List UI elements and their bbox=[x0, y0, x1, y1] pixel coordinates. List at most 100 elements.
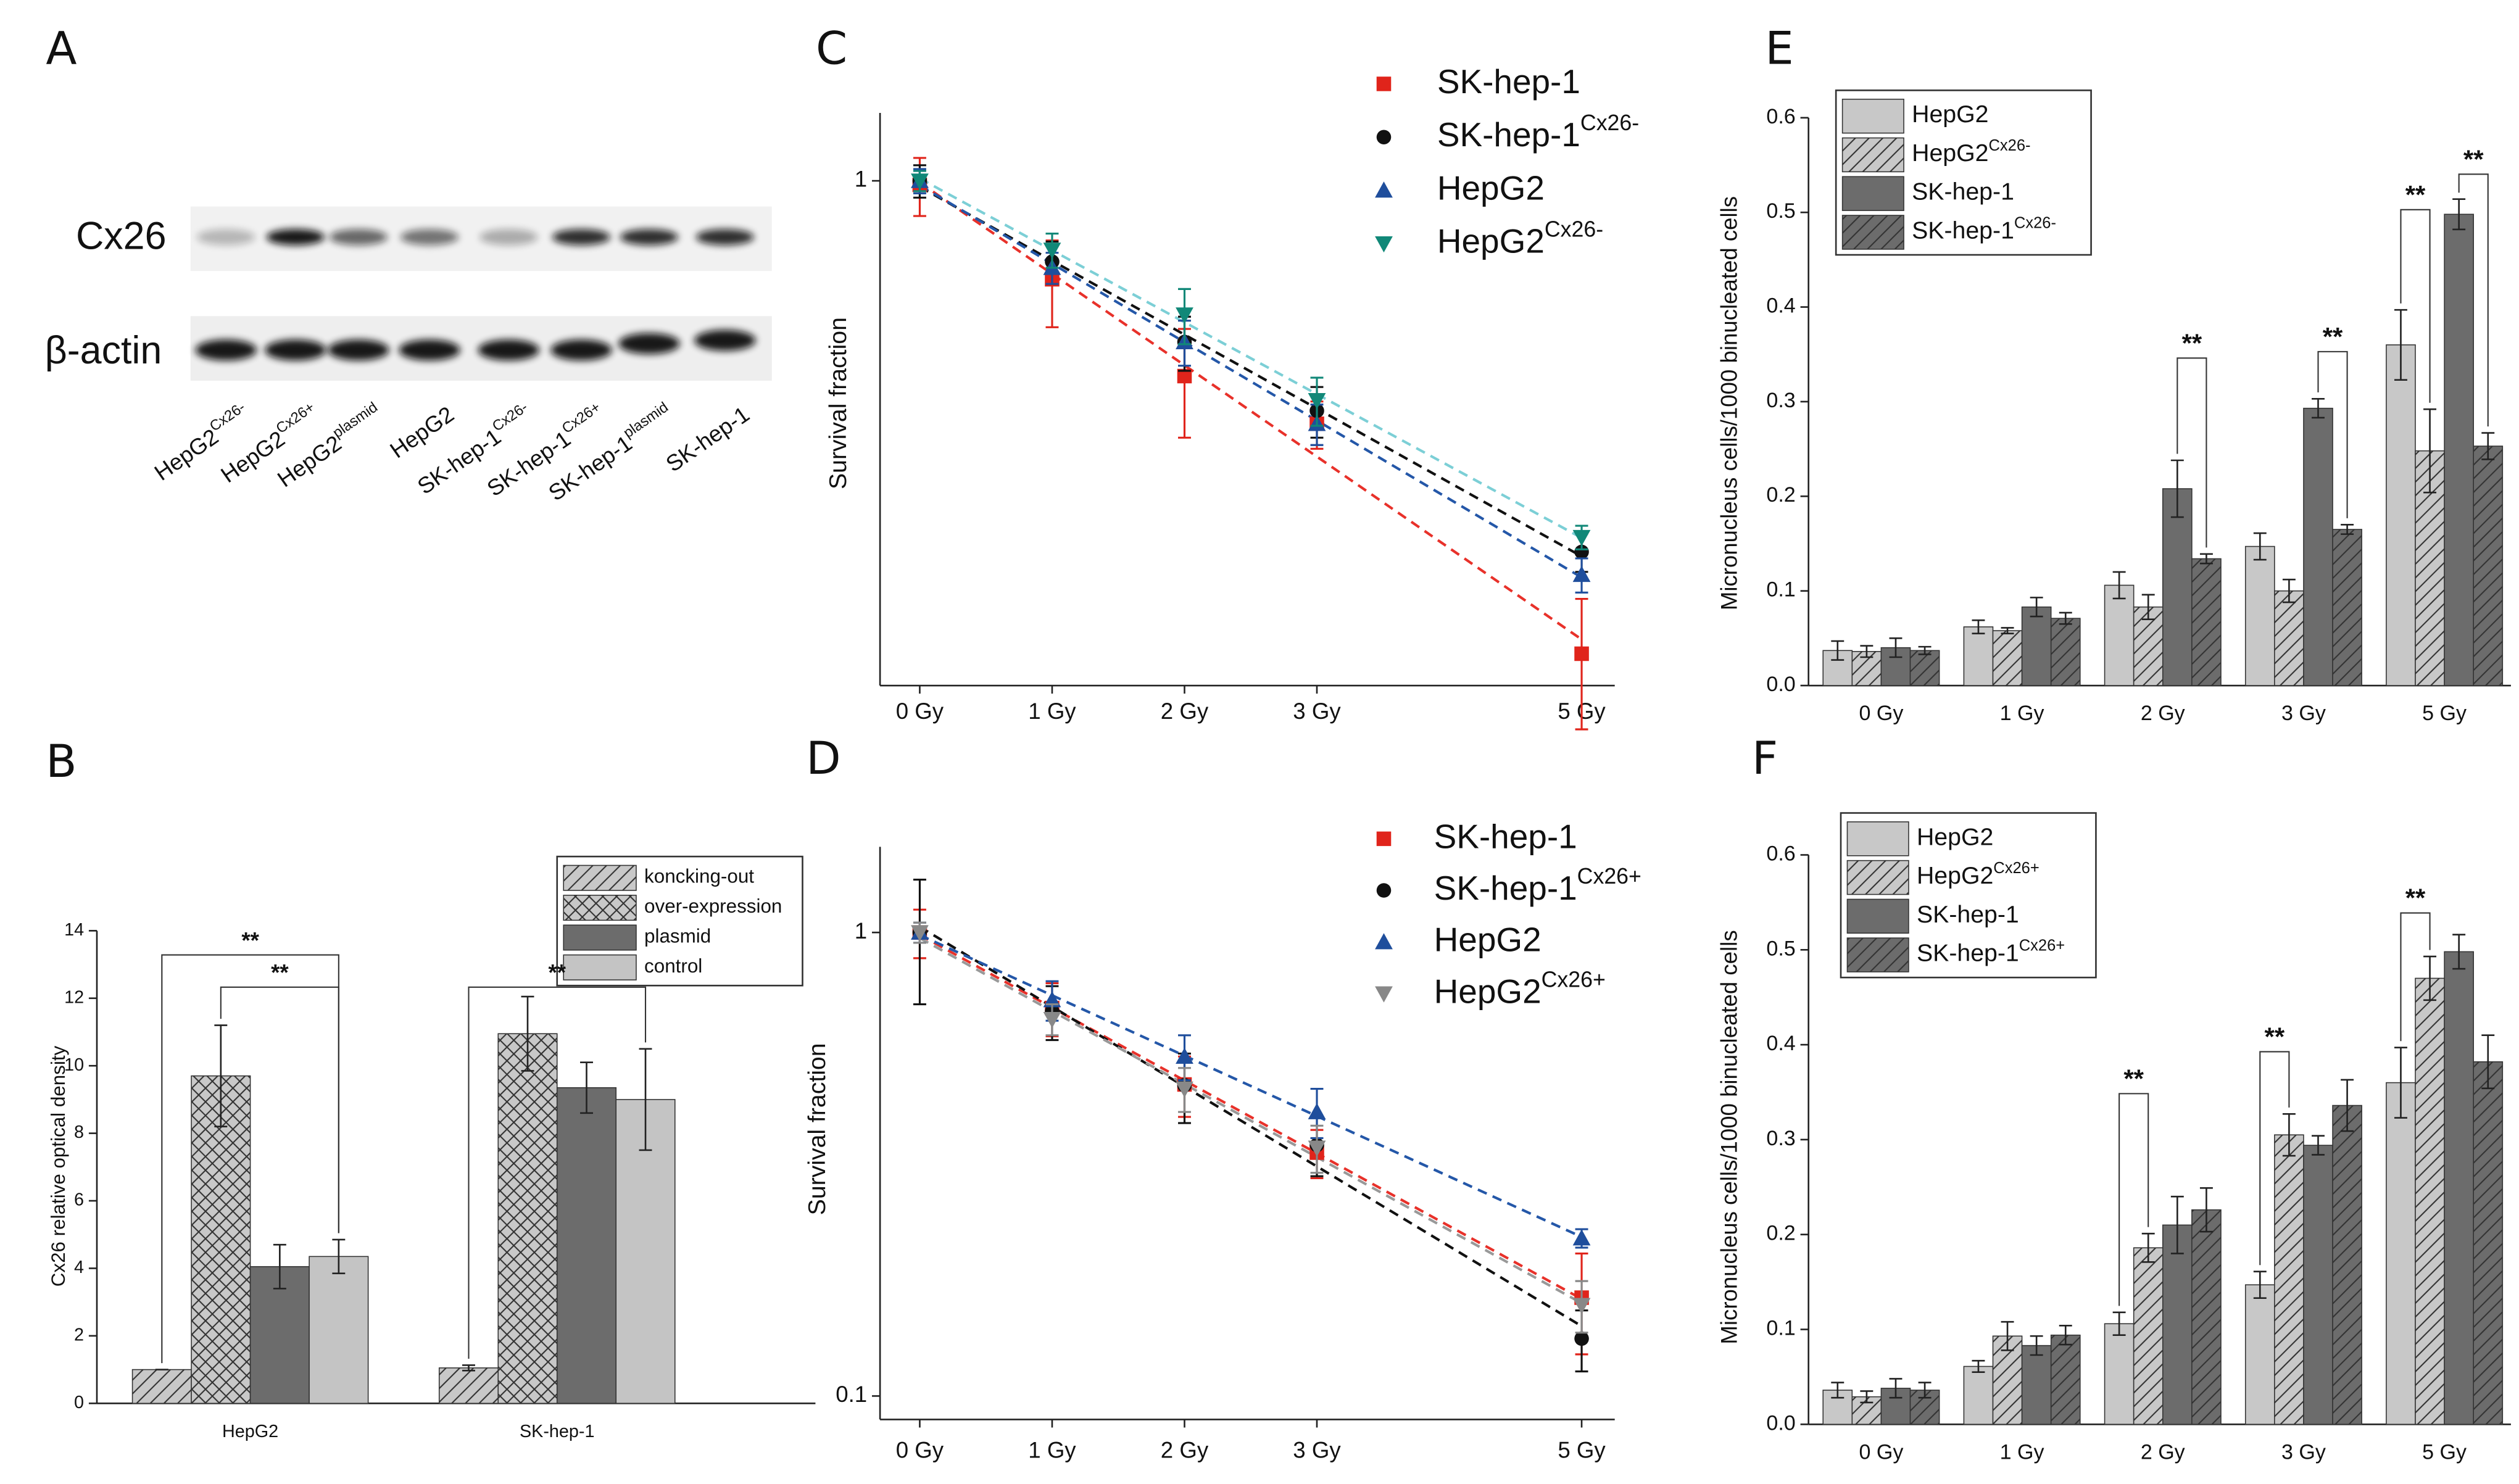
trend-line bbox=[919, 185, 1583, 558]
error-bar bbox=[2452, 198, 2466, 231]
x-tick-label: 2 Gy bbox=[2141, 1440, 2185, 1464]
error-bar bbox=[1889, 637, 1903, 658]
x-tick-label: 0 Gy bbox=[896, 698, 944, 724]
bar bbox=[2473, 1061, 2504, 1425]
legend-label-sup: Cx26- bbox=[2014, 214, 2056, 231]
error-bar bbox=[2112, 1311, 2126, 1337]
blot-band bbox=[329, 229, 388, 246]
error-bar bbox=[2141, 594, 2155, 620]
error-bar bbox=[1972, 1359, 1985, 1373]
marker bbox=[1375, 236, 1393, 253]
trend-line bbox=[919, 177, 1583, 539]
marker bbox=[1176, 1047, 1193, 1064]
blot-band bbox=[695, 229, 754, 246]
y-tick-label: 6 bbox=[74, 1190, 84, 1210]
panel-letter: D bbox=[806, 732, 840, 785]
blot-band bbox=[400, 229, 459, 246]
lane-label: SK-hep-1 bbox=[661, 401, 753, 476]
legend-label-text: HepG2 bbox=[1917, 862, 1993, 889]
bar bbox=[2133, 1247, 2164, 1425]
legend-label-sup: Cx26- bbox=[1988, 137, 2030, 154]
error-bar bbox=[2394, 1047, 2407, 1119]
bar bbox=[2104, 584, 2135, 686]
x-tick-label: 1 Gy bbox=[2000, 1440, 2044, 1464]
legend-swatch bbox=[563, 924, 637, 951]
legend-label-text: HepG2 bbox=[1912, 101, 1988, 128]
y-tick-label: 12 bbox=[64, 987, 84, 1007]
legend-swatch bbox=[1846, 937, 1909, 972]
marker bbox=[1177, 368, 1192, 384]
x-tick-label: 1 Gy bbox=[1028, 698, 1076, 724]
bar bbox=[2050, 1334, 2081, 1425]
significance-bracket bbox=[2317, 350, 2348, 518]
error-bar bbox=[2253, 532, 2267, 561]
significance-label: ** bbox=[2405, 884, 2426, 913]
legend-label: SK-hep-1 bbox=[1437, 62, 1580, 100]
legend-label: SK-hep-1Cx26- bbox=[1437, 111, 1639, 154]
marker bbox=[1574, 646, 1589, 661]
bar bbox=[2386, 344, 2416, 686]
x-tick-label: 0 Gy bbox=[1859, 1440, 1903, 1464]
error-bar bbox=[462, 1364, 475, 1372]
legend-label: koncking-out bbox=[644, 866, 754, 887]
trend-line bbox=[919, 934, 1583, 1300]
y-axis-label: Survival fraction bbox=[803, 1043, 831, 1215]
bar bbox=[2415, 977, 2445, 1425]
marker bbox=[1574, 544, 1589, 560]
blot-row-label: Cx26 bbox=[76, 214, 167, 257]
legend-label: HepG2 bbox=[1437, 168, 1545, 207]
lane-label-sup: Cx26+ bbox=[559, 399, 604, 437]
legend-label-text: HepG2 bbox=[1434, 972, 1542, 1010]
legend-label-text: over-expression bbox=[644, 895, 782, 917]
error-bar bbox=[2253, 1271, 2267, 1300]
error-bar bbox=[2199, 553, 2213, 565]
error-bar bbox=[1889, 1378, 1903, 1399]
panel-letter: B bbox=[46, 736, 77, 788]
legend-label-sup: Cx26- bbox=[1545, 217, 1603, 242]
bar bbox=[2244, 545, 2275, 686]
x-tick-label: 2 Gy bbox=[2141, 702, 2185, 725]
marker bbox=[1572, 1298, 1591, 1314]
marker bbox=[1308, 1103, 1326, 1119]
legend-label: SK-hep-1Cx26+ bbox=[1917, 937, 2065, 967]
error-bar bbox=[2341, 1079, 2354, 1132]
lane-label-sup: Cx26- bbox=[207, 399, 249, 435]
y-tick-label: 1 bbox=[855, 167, 867, 192]
x-tick-label: 3 Gy bbox=[2281, 702, 2326, 725]
significance-label: ** bbox=[2182, 328, 2202, 357]
y-tick-label: 0.2 bbox=[1766, 483, 1795, 507]
y-tick-label: 1 bbox=[855, 918, 867, 943]
y-tick-label: 0.0 bbox=[1766, 1411, 1795, 1435]
significance-bracket bbox=[2400, 209, 2431, 403]
legend-label-sup: Cx26- bbox=[1580, 111, 1639, 136]
bar bbox=[1909, 650, 1940, 686]
x-tick-label: 2 Gy bbox=[1161, 698, 1209, 724]
marker bbox=[1572, 566, 1591, 582]
legend-label: HepG2Cx26- bbox=[1437, 217, 1603, 260]
error-bar bbox=[2059, 611, 2072, 625]
bar bbox=[2274, 590, 2304, 686]
blot-band bbox=[550, 339, 612, 361]
y-tick-label: 14 bbox=[64, 920, 84, 940]
legend-label-text: SK-hep-1 bbox=[1434, 869, 1577, 907]
blot-band bbox=[265, 339, 326, 361]
significance-label: ** bbox=[271, 960, 289, 985]
error-bar bbox=[2059, 1325, 2072, 1346]
bar bbox=[2104, 1323, 2135, 1425]
legend-swatch bbox=[563, 895, 637, 921]
blot-band bbox=[479, 229, 538, 246]
error-bar bbox=[2481, 1034, 2495, 1090]
bar bbox=[2162, 488, 2193, 686]
x-tick-label: HepG2 bbox=[222, 1422, 278, 1441]
error-bar bbox=[1860, 645, 1874, 658]
y-tick-label: 0.6 bbox=[1766, 842, 1795, 865]
y-tick-label: 4 bbox=[74, 1258, 84, 1277]
legend-label-sup: Cx26+ bbox=[1577, 864, 1641, 889]
lane-label-sup: Cx26- bbox=[489, 399, 531, 435]
bar bbox=[556, 1087, 617, 1404]
error-bar bbox=[2001, 627, 2014, 634]
marker bbox=[1572, 1229, 1591, 1246]
error-bar bbox=[580, 1061, 593, 1114]
bar bbox=[2021, 606, 2052, 686]
error-bar bbox=[2030, 1335, 2043, 1356]
